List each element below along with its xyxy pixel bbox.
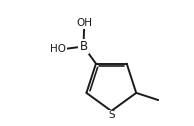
Text: S: S: [108, 110, 115, 120]
Text: B: B: [79, 40, 87, 53]
Text: OH: OH: [76, 18, 92, 28]
Text: HO: HO: [50, 44, 66, 54]
